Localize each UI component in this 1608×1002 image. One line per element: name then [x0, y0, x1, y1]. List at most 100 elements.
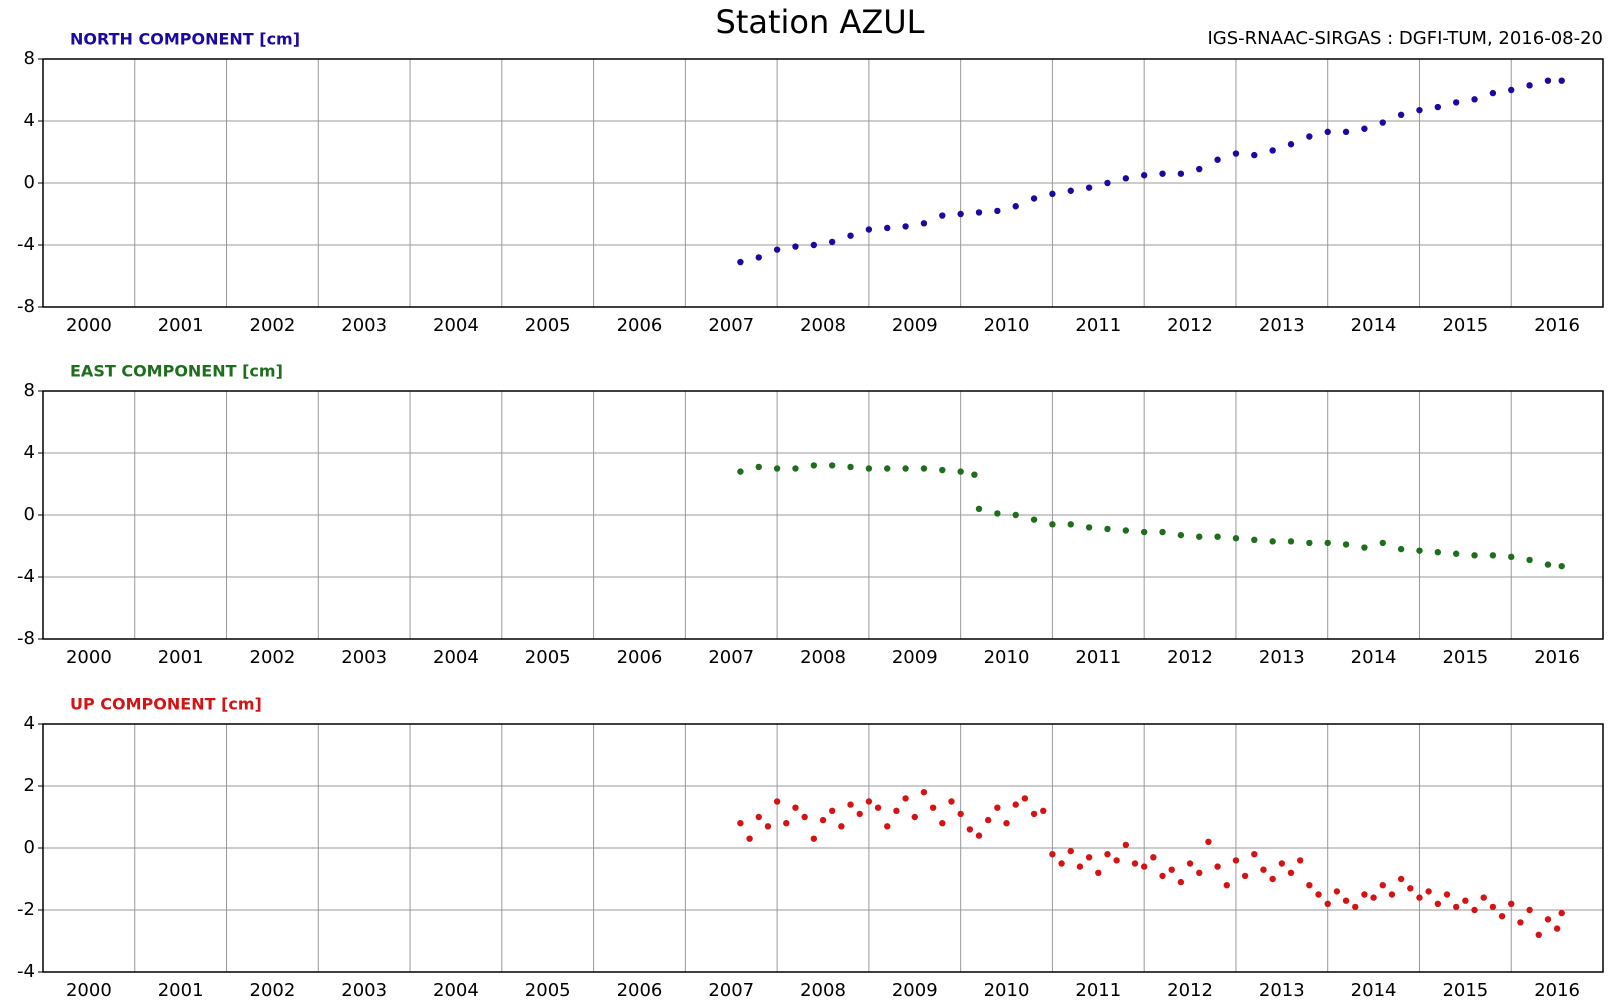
x-tick-label: 2012 — [1167, 647, 1213, 668]
data-point — [847, 463, 854, 471]
data-point — [1324, 900, 1331, 907]
data-point — [1196, 165, 1203, 173]
data-point — [966, 826, 974, 833]
data-point — [792, 804, 799, 811]
data-point — [1214, 863, 1221, 870]
data-point — [1232, 150, 1240, 157]
y-tick-label: 0 — [24, 172, 35, 193]
x-tick-label: 2010 — [984, 647, 1030, 668]
data-point — [1361, 544, 1368, 551]
data-point — [1012, 801, 1019, 808]
x-tick-label: 2008 — [800, 647, 846, 668]
data-point — [1526, 82, 1533, 89]
panel-label: EAST COMPONENT [cm] — [70, 362, 283, 381]
data-point — [819, 816, 827, 824]
data-point — [865, 226, 873, 233]
y-tick-label: -4 — [17, 961, 35, 982]
data-point — [1517, 919, 1524, 926]
data-point — [994, 207, 1001, 215]
data-point — [1104, 525, 1111, 533]
data-point — [1140, 863, 1148, 870]
data-point — [874, 804, 882, 811]
x-tick-label: 2005 — [525, 647, 571, 668]
x-tick-label: 2015 — [1442, 647, 1488, 668]
data-point — [1251, 851, 1258, 858]
data-point — [1186, 860, 1194, 867]
x-tick-label: 2006 — [617, 980, 663, 1001]
x-tick-label: 2007 — [708, 980, 754, 1001]
y-tick-label: 4 — [24, 110, 35, 131]
y-tick-label: -4 — [17, 234, 35, 255]
data-point — [1498, 913, 1506, 920]
data-point — [1140, 172, 1148, 179]
data-point — [810, 462, 818, 469]
data-point — [957, 210, 964, 218]
data-point — [865, 465, 873, 472]
data-point — [1558, 909, 1565, 917]
data-point — [1085, 524, 1093, 531]
data-point — [828, 238, 836, 246]
y-tick-label: 8 — [24, 48, 35, 69]
plot-frame — [42, 723, 1604, 973]
data-point — [1489, 552, 1497, 559]
data-point — [994, 804, 1001, 811]
data-point — [1544, 77, 1552, 84]
data-point — [1324, 539, 1331, 547]
x-tick-label: 2007 — [708, 315, 754, 336]
data-point — [1104, 851, 1111, 858]
data-point — [939, 820, 946, 827]
data-point — [1388, 891, 1396, 898]
data-point — [1214, 156, 1221, 163]
x-tick-label: 2004 — [433, 647, 479, 668]
x-tick-label: 2001 — [158, 315, 204, 336]
y-tick-label: 0 — [24, 837, 35, 858]
data-point — [737, 258, 744, 266]
data-point — [939, 212, 946, 219]
data-point — [1287, 869, 1295, 876]
data-point — [1131, 860, 1139, 867]
y-tick-label: 0 — [24, 504, 35, 525]
data-point — [1205, 838, 1212, 845]
data-point — [1260, 866, 1267, 873]
data-point — [1269, 147, 1276, 154]
data-point — [1397, 545, 1405, 553]
x-tick-label: 2012 — [1167, 315, 1213, 336]
x-tick-label: 2013 — [1259, 315, 1305, 336]
data-point — [1003, 820, 1010, 827]
data-point — [1150, 854, 1157, 861]
data-point — [1471, 552, 1478, 559]
x-tick-label: 2016 — [1534, 647, 1580, 668]
data-point — [1416, 106, 1423, 114]
data-point — [1085, 854, 1093, 861]
x-tick-label: 2010 — [984, 315, 1030, 336]
data-point — [1095, 869, 1102, 876]
data-point — [1287, 538, 1295, 545]
data-point — [1558, 77, 1565, 84]
data-point — [1159, 528, 1166, 536]
data-point — [1434, 900, 1442, 907]
data-point — [1342, 128, 1350, 136]
x-tick-label: 2004 — [433, 980, 479, 1001]
x-tick-label: 2005 — [525, 980, 571, 1001]
data-point — [1067, 187, 1074, 194]
data-point — [838, 823, 845, 830]
x-tick-label: 2003 — [341, 980, 387, 1001]
data-point — [755, 463, 762, 471]
data-point — [920, 465, 928, 472]
x-tick-label: 2013 — [1259, 647, 1305, 668]
data-point — [1535, 931, 1542, 938]
data-point — [1471, 906, 1478, 914]
panel-label: UP COMPONENT [cm] — [70, 695, 262, 714]
data-point — [1113, 857, 1120, 864]
data-point — [755, 813, 762, 821]
data-point — [1558, 562, 1565, 570]
data-point — [773, 798, 781, 805]
data-point — [957, 468, 964, 475]
y-tick-label: 2 — [24, 775, 35, 796]
data-point — [1397, 875, 1405, 883]
data-point — [1342, 897, 1350, 904]
chart-title: Station AZUL — [716, 3, 925, 41]
data-point — [1241, 872, 1249, 880]
